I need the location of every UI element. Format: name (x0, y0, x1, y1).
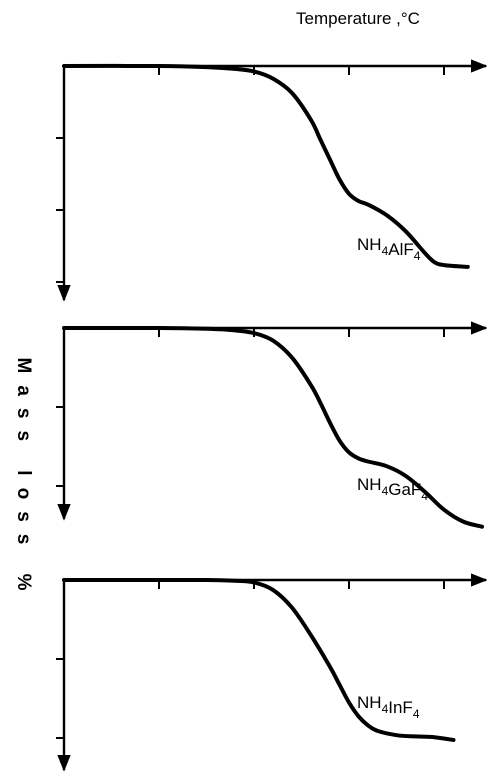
series-label-nh4alf4: NH4AlF4 (357, 235, 421, 263)
x-axis-title: Temperature ,°C (296, 9, 420, 28)
series-line-nh4inf4 (62, 577, 456, 742)
series-line-nh4gaf4 (62, 325, 484, 529)
panel-1: NH4AlF4 (56, 59, 487, 302)
panel-2: NH4GaF4 (56, 321, 487, 529)
series-line-nh4alf4 (62, 63, 470, 269)
panel-3: NH4InF4 (56, 573, 487, 772)
series-label-nh4gaf4: NH4GaF4 (357, 475, 428, 503)
y-axis-title: Mass loss % (13, 358, 34, 603)
series-label-nh4inf4: NH4InF4 (357, 693, 420, 721)
